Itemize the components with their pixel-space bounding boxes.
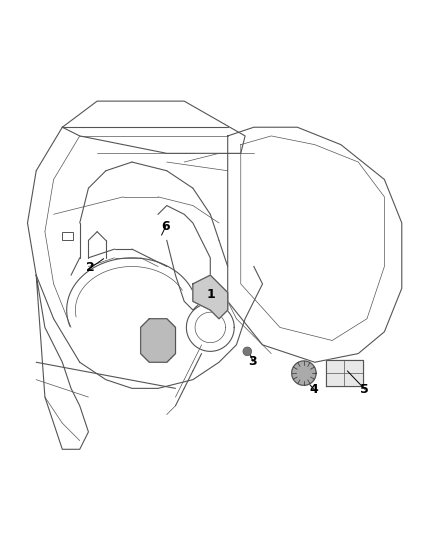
Text: 6: 6 [162,220,170,232]
Text: 1: 1 [207,288,215,301]
Polygon shape [141,319,176,362]
Circle shape [243,347,252,356]
Polygon shape [292,361,316,385]
FancyBboxPatch shape [62,232,73,240]
Text: 5: 5 [360,383,369,395]
Text: 4: 4 [310,383,318,395]
Text: 3: 3 [249,355,257,368]
Text: 2: 2 [86,261,95,274]
Polygon shape [193,275,228,319]
Polygon shape [325,360,363,386]
